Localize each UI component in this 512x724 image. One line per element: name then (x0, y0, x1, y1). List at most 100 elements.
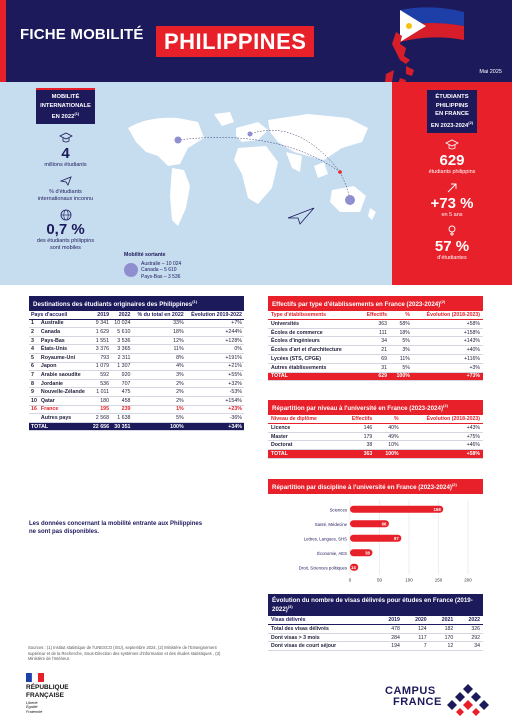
table-cell: +32% (185, 379, 244, 389)
table-cell: 10% (375, 440, 402, 451)
table-cell: 1% (132, 405, 186, 415)
table-cell: 292 (456, 633, 483, 643)
table-cell: +75% (401, 432, 483, 442)
x-tick-label: 0 (349, 578, 352, 583)
table-cell: 1 551 (89, 336, 112, 346)
table-cell: 1 307 (111, 362, 133, 372)
table-cell: 1 (29, 319, 39, 329)
table-cell: 179 (339, 432, 376, 442)
x-tick-label: 100 (405, 578, 413, 583)
table-cell: 195 (89, 405, 112, 415)
table-cell: Nouvelle-Zélande (38, 387, 90, 397)
table-cell: 21 (358, 345, 391, 355)
campus-france-pattern-icon (447, 684, 489, 716)
table-cell: 458 (111, 396, 133, 406)
table-cell: +21% (185, 362, 244, 372)
table-cell: +46% (401, 440, 483, 451)
table-cell: 124 (402, 624, 430, 634)
table-cell: États-Unis (38, 344, 90, 355)
growth-rate: +73 % (430, 194, 474, 212)
table-row: 2 Canada 1 629 5 610 18% +244% (29, 327, 244, 337)
table-cell: Autres établissements (268, 363, 359, 373)
table-cell: 1 011 (89, 387, 112, 397)
table-row: Lycées (STS, CPGE) 69 11% +116% (268, 354, 483, 364)
table-cell: 1 079 (89, 362, 112, 372)
x-tick-label: 150 (435, 578, 443, 583)
page-title: FICHE MOBILITÉ (20, 26, 144, 43)
bar (350, 520, 389, 528)
table-cell: 3% (390, 345, 413, 355)
table-cell: 8% (132, 353, 186, 363)
table-cell: France (38, 405, 90, 415)
table-row: Dont visas de court séjour 194 7 12 34 (268, 641, 483, 652)
bar-value-label: 87 (394, 536, 399, 541)
graduation-cap-icon (445, 139, 459, 150)
establishments-table: Type d'établissements Effectifs % Évolut… (268, 311, 483, 382)
mobility-rate-label: des étudiants philippins sont mobiles (36, 238, 95, 252)
table-cell: +73% (412, 372, 483, 382)
table-cell: 100% (390, 372, 413, 382)
table-cell: 2 (29, 327, 39, 337)
table-row: 10 Qatar 180 458 2% +154% (29, 396, 244, 406)
table-cell: +58% (412, 319, 483, 329)
marianne-icon (26, 673, 44, 682)
category-label: Sciences (330, 507, 347, 512)
table-row: 7 Arabie saoudite 592 920 3% +55% (29, 370, 244, 380)
table-row: 6 Japon 1 079 1 307 4% +21% (29, 362, 244, 372)
students-in-france-count: 629 (439, 151, 465, 169)
table-row: Licence 146 40% +43% (268, 423, 483, 433)
table-cell: 5% (390, 336, 413, 347)
international-mobility-label: MOBILITÉ INTERNATIONALE EN 2022(1) (36, 88, 95, 125)
left-panel: MOBILITÉ INTERNATIONALE EN 2022(1) 4 mil… (18, 88, 113, 252)
bar (350, 563, 359, 571)
table-total-row: TOTAL 629 100% +73% (268, 372, 483, 382)
table-cell: 2 311 (111, 353, 133, 363)
destinations-section: Destinations des étudiants originaires d… (29, 296, 244, 432)
mobility-rate: 0,7 % (46, 221, 85, 239)
table-row: Écoles d'ingénieurs 34 5% +143% (268, 336, 483, 347)
table-cell: Total des visas délivrés (268, 624, 377, 634)
table-cell: 239 (111, 405, 133, 415)
table-cell: 146 (339, 423, 376, 433)
table-cell: 34 (456, 641, 483, 652)
establishments-section: Effectifs par type d'établissements en F… (268, 296, 483, 382)
incoming-mobility-note: Les données concernant la mobilité entra… (29, 521, 203, 535)
table-row: 4 États-Unis 3 376 3 365 11% 0% (29, 344, 244, 355)
students-count: 4 (61, 145, 70, 163)
table-row: 8 Jordanie 536 707 2% +32% (29, 379, 244, 389)
table-cell: Master (268, 432, 340, 442)
table-cell: +58% (401, 449, 483, 459)
table-cell: 5 610 (111, 327, 133, 337)
republique-francaise-logo: RÉPUBLIQUE FRANÇAISE Liberté Égalité Fra… (26, 673, 69, 714)
table-cell: +40% (412, 345, 483, 355)
table-cell: Doctorat (268, 440, 340, 451)
x-tick-label: 200 (464, 578, 472, 583)
table-row: 16 France 195 239 1% +23% (29, 405, 244, 415)
table-cell: 180 (89, 396, 112, 406)
table-cell: 194 (376, 641, 403, 652)
bar (350, 534, 402, 542)
table-cell: 18% (390, 328, 413, 338)
bar-value-label: 38 (365, 551, 370, 556)
table-cell: Dont visas > 3 mois (268, 633, 377, 643)
table-cell: Écoles d'ingénieurs (268, 336, 359, 347)
table-total-row: TOTAL 22 656 30 351 100% +34% (29, 422, 244, 432)
table-cell: 2% (132, 387, 186, 397)
degree-title: Répartition par niveau à l'université en… (268, 400, 483, 416)
date-label: Mai 2025 (479, 69, 502, 75)
table-cell: 117 (402, 633, 430, 643)
table-cell: 12% (132, 336, 186, 346)
table-cell: 5 (29, 353, 39, 363)
table-cell: 592 (89, 370, 112, 380)
table-cell: 34 (358, 336, 391, 347)
discipline-title: Répartition par discipline à l'universit… (268, 479, 483, 495)
table-cell: 7 (29, 370, 39, 380)
table-cell: 9 (29, 387, 39, 397)
table-cell: 707 (111, 379, 133, 389)
table-row: Écoles d'art et d'architecture 21 3% +40% (268, 345, 483, 355)
table-cell: 3 376 (89, 344, 112, 355)
table-cell: Universités (268, 319, 359, 329)
table-cell: 100% (375, 449, 402, 459)
table-cell: 170 (429, 633, 457, 643)
table-cell: 22 656 (89, 422, 112, 432)
